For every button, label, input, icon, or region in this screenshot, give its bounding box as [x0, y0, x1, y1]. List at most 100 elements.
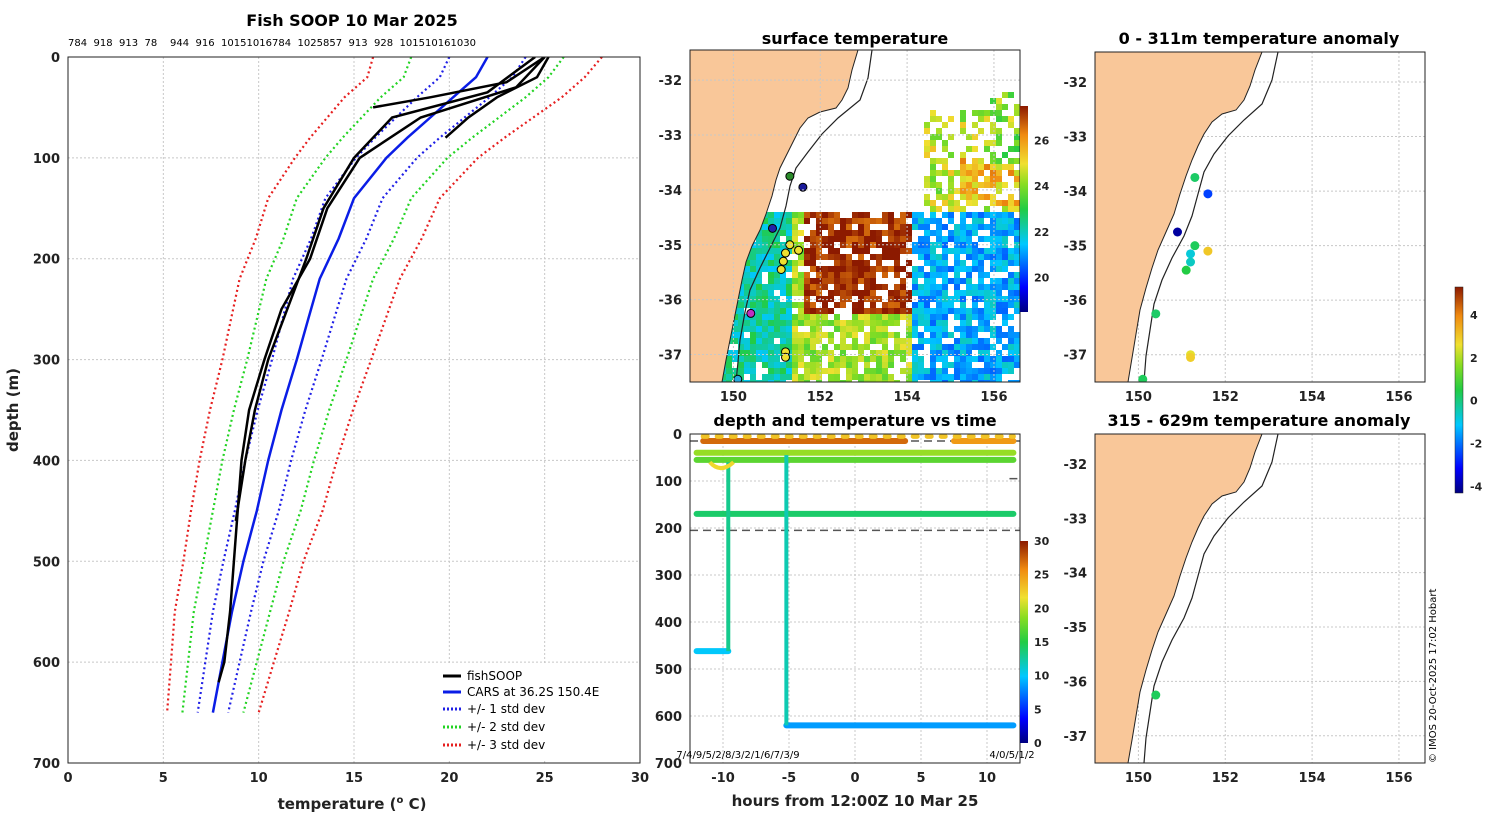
sst-pixel — [858, 212, 864, 218]
sst-lat-tick: -36 — [659, 294, 683, 309]
sst-pixel — [810, 254, 816, 260]
sst-pixel — [804, 308, 810, 314]
anomaly-deep-point — [1151, 690, 1161, 700]
sst-pixel — [912, 356, 918, 362]
sst-pixel — [744, 320, 750, 326]
sst-pixel — [1008, 272, 1014, 278]
sst-pixel — [750, 284, 756, 290]
sst-pixel — [732, 320, 738, 326]
sst-pixel — [1002, 254, 1008, 260]
sst-pixel — [870, 236, 876, 242]
sst-pixel — [900, 290, 906, 296]
sst-pixel — [936, 236, 942, 242]
sst-pixel — [756, 350, 762, 356]
dt-colorbar-tick: 10 — [1034, 670, 1050, 683]
sst-pixel — [756, 290, 762, 296]
sst-pixel — [840, 284, 846, 290]
sst-pixel — [990, 242, 996, 248]
sst-pixel — [858, 374, 864, 380]
sst-pixel — [960, 110, 966, 116]
sst-pixel — [936, 218, 942, 224]
cast-id-label: 857 — [323, 38, 342, 49]
sst-pixel — [846, 356, 852, 362]
sst-pixel — [966, 284, 972, 290]
sst-pixel — [792, 272, 798, 278]
xtick-25: 25 — [536, 771, 554, 786]
sst-pixel — [972, 110, 978, 116]
sst-pixel — [798, 260, 804, 266]
sst-pixel — [732, 332, 738, 338]
sst-pixel — [984, 254, 990, 260]
sst-pixel — [756, 380, 762, 382]
sst-pixel — [810, 332, 816, 338]
sst-pixel — [918, 242, 924, 248]
anomaly-shallow-lat-tick: -36 — [1064, 294, 1088, 309]
sst-pixel — [804, 314, 810, 320]
sst-pixel — [990, 290, 996, 296]
sst-pixel — [984, 368, 990, 374]
sst-pixel — [966, 320, 972, 326]
sst-pixel — [894, 350, 900, 356]
sst-pixel — [876, 320, 882, 326]
sst-pixel — [870, 284, 876, 290]
sst-pixel — [828, 362, 834, 368]
anomaly-deep-points — [1151, 690, 1161, 700]
sst-station-marker — [785, 240, 795, 250]
sst-pixel — [792, 368, 798, 374]
sst-pixel — [870, 278, 876, 284]
sst-pixel — [846, 272, 852, 278]
sst-pixel — [1008, 290, 1014, 296]
sst-pixel — [828, 272, 834, 278]
sst-pixel — [1008, 92, 1014, 98]
anomaly-shallow-lat-tick: -33 — [1064, 131, 1088, 146]
sst-pixel — [942, 242, 948, 248]
cast-id-label: 1015 — [221, 38, 246, 49]
sst-pixel — [936, 134, 942, 140]
sst-lon-tick: 154 — [894, 390, 921, 405]
sst-pixel — [912, 368, 918, 374]
sst-pixel — [834, 254, 840, 260]
ytick-300: 300 — [33, 354, 60, 369]
sst-pixel — [882, 254, 888, 260]
sst-pixel — [780, 272, 786, 278]
profile-lines — [166, 57, 603, 713]
dt-ytick: 600 — [655, 710, 682, 725]
sst-pixel — [966, 212, 972, 218]
sst-pixel — [726, 362, 732, 368]
sst-pixel — [1008, 254, 1014, 260]
sst-pixel — [918, 344, 924, 350]
sst-pixel — [900, 338, 906, 344]
sst-pixel — [810, 368, 816, 374]
sst-pixel — [936, 332, 942, 338]
sst-pixel — [936, 320, 942, 326]
cast-id-label: 944 — [170, 38, 189, 49]
sst-pixel — [804, 218, 810, 224]
sst-pixel — [942, 320, 948, 326]
anomaly-shallow-lat-tick: -37 — [1064, 349, 1088, 364]
sst-pixel — [1008, 356, 1014, 362]
sst-pixel — [978, 128, 984, 134]
anomaly-deep-ticks: 150 152 154 156 -32 -33 -34 -35 -36 -37 — [1064, 458, 1413, 786]
std1-upper-line — [227, 57, 527, 713]
sst-pixel — [996, 368, 1002, 374]
sst-pixel — [1014, 356, 1020, 362]
sst-pixel — [732, 326, 738, 332]
sst-pixel — [774, 242, 780, 248]
sst-pixel — [858, 248, 864, 254]
sst-pixel — [972, 176, 978, 182]
sst-pixel — [990, 140, 996, 146]
sst-pixel — [774, 248, 780, 254]
sst-pixel — [906, 236, 912, 242]
sst-pixel — [822, 254, 828, 260]
sst-pixel — [930, 350, 936, 356]
sst-pixel — [918, 284, 924, 290]
sst-pixel — [822, 344, 828, 350]
sst-pixel — [990, 122, 996, 128]
sst-pixel — [864, 290, 870, 296]
sst-pixel — [930, 380, 936, 382]
sst-pixel — [750, 344, 756, 350]
sst-pixel — [882, 248, 888, 254]
sst-pixel — [888, 302, 894, 308]
sst-pixel — [996, 338, 1002, 344]
sst-pixel — [822, 224, 828, 230]
